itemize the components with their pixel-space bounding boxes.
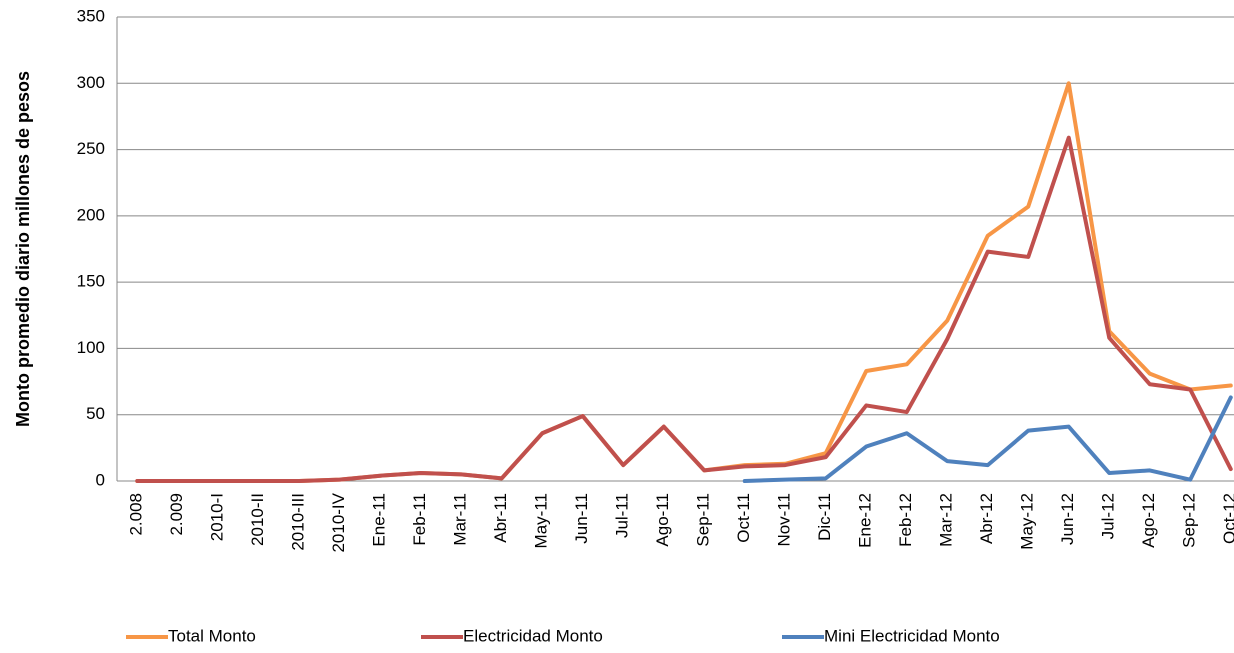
x-tick-label: May-12 bbox=[1018, 493, 1037, 550]
legend-label: Electricidad Monto bbox=[463, 626, 603, 645]
x-tick-label: Dic-11 bbox=[815, 493, 834, 541]
y-tick-label: 250 bbox=[77, 139, 105, 158]
series-line bbox=[135, 135, 1233, 483]
x-tick-label: Nov-11 bbox=[775, 493, 794, 547]
y-tick-label: 150 bbox=[77, 272, 105, 291]
x-tick-label: Sep-11 bbox=[694, 493, 713, 547]
y-tick-label: 300 bbox=[77, 73, 105, 92]
series-line bbox=[742, 395, 1233, 483]
x-tick-label: 2010-IV bbox=[329, 492, 348, 552]
y-tick-label: 50 bbox=[86, 404, 105, 423]
x-tick-label: Abr-12 bbox=[977, 493, 996, 544]
legend-label: Total Monto bbox=[168, 626, 256, 645]
x-tick-label: Jul-12 bbox=[1099, 493, 1118, 539]
x-tick-label: Ago-11 bbox=[653, 493, 672, 547]
x-tick-label: 2010-III bbox=[289, 493, 308, 551]
x-tick-label: 2.008 bbox=[127, 493, 146, 536]
y-tick-label: 200 bbox=[77, 205, 105, 224]
x-tick-label: Jul-11 bbox=[613, 493, 632, 538]
y-tick-label: 350 bbox=[77, 6, 105, 25]
y-tick-label: 0 bbox=[96, 470, 105, 489]
x-tick-label: 2010-I bbox=[208, 493, 227, 541]
x-tick-label: Jun-12 bbox=[1058, 493, 1077, 545]
x-tick-label: Mar-12 bbox=[937, 493, 956, 547]
x-tick-label: Ene-12 bbox=[856, 493, 875, 548]
x-tick-label: Mar-11 bbox=[451, 493, 470, 546]
x-tick-label: Ago-12 bbox=[1139, 493, 1158, 548]
x-tick-label: 2.009 bbox=[167, 493, 186, 536]
x-tick-label: Sep-12 bbox=[1180, 493, 1199, 548]
y-axis-title: Monto promedio diario millones de pesos bbox=[13, 71, 33, 427]
x-tick-label: Oct-12 bbox=[1220, 493, 1234, 544]
x-tick-label: Feb-11 bbox=[410, 493, 429, 546]
legend-label: Mini Electricidad Monto bbox=[824, 626, 1000, 645]
x-tick-label: May-11 bbox=[532, 493, 551, 548]
x-tick-label: Abr-11 bbox=[491, 493, 510, 543]
x-tick-label: Feb-12 bbox=[896, 493, 915, 547]
x-tick-label: Ene-11 bbox=[370, 493, 389, 547]
x-tick-label: 2010-II bbox=[248, 493, 267, 546]
x-tick-label: Oct-11 bbox=[734, 493, 753, 543]
y-tick-label: 100 bbox=[77, 338, 105, 357]
x-tick-label: Jun-11 bbox=[572, 493, 591, 544]
